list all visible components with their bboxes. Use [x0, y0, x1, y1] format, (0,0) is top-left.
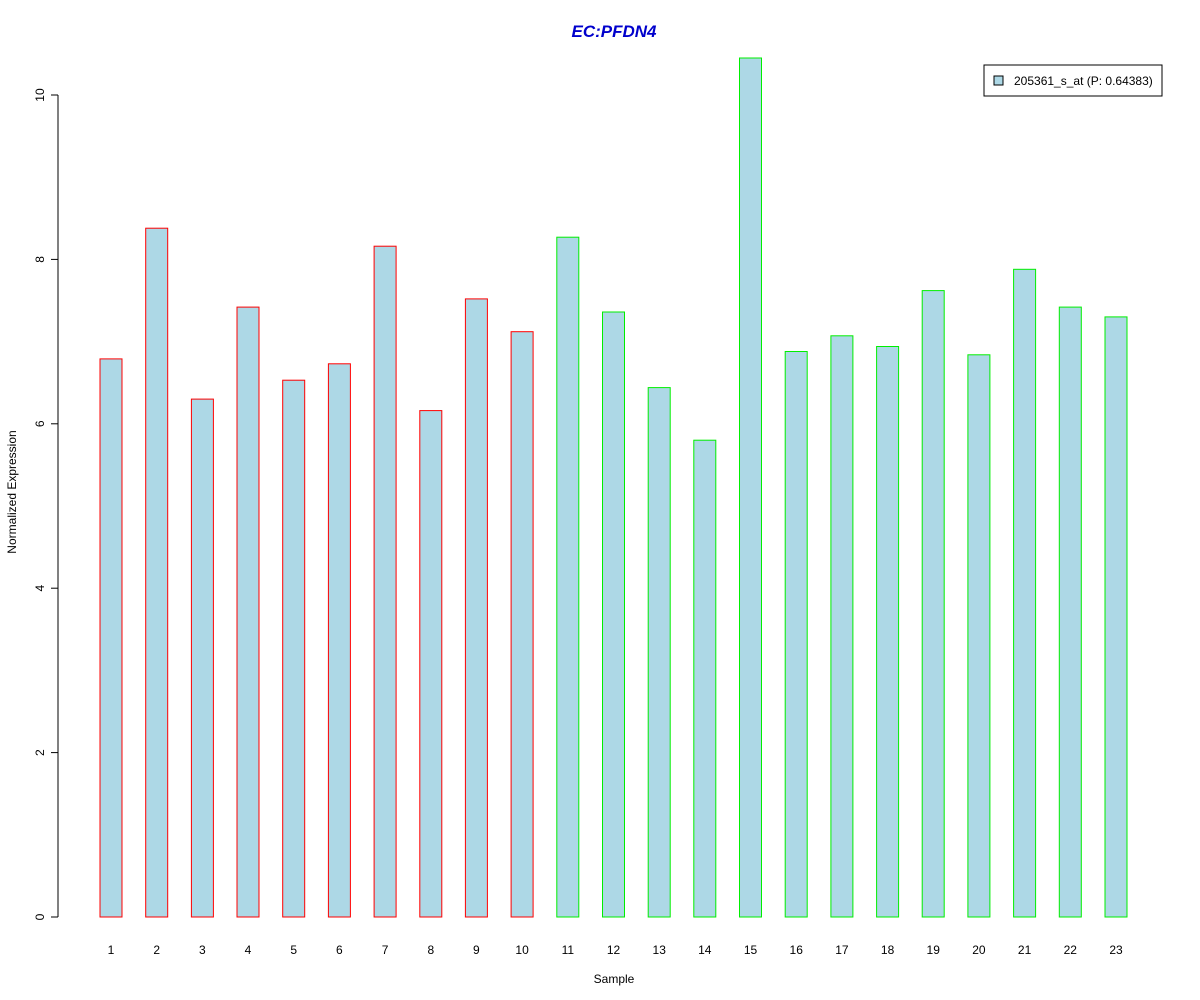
bar — [327, 363, 351, 918]
x-tick-label: 14 — [698, 943, 712, 957]
chart-title: EC:PFDN4 — [571, 22, 657, 41]
bar — [236, 306, 260, 918]
y-tick-label: 10 — [33, 88, 47, 102]
bar — [419, 410, 443, 918]
x-tick-label: 13 — [653, 943, 667, 957]
bar — [876, 346, 900, 918]
x-tick-label: 18 — [881, 943, 895, 957]
y-tick-label: 8 — [33, 256, 47, 263]
bar — [373, 245, 397, 918]
x-tick-label: 3 — [199, 943, 206, 957]
x-tick-label: 22 — [1064, 943, 1078, 957]
bar — [602, 311, 625, 918]
legend-swatch — [993, 75, 1004, 86]
y-tick-label: 6 — [33, 420, 47, 427]
x-tick-label: 2 — [153, 943, 160, 957]
bar — [145, 227, 169, 918]
x-tick-label: 16 — [790, 943, 804, 957]
bar — [1104, 316, 1128, 918]
x-tick-label: 20 — [972, 943, 986, 957]
y-tick-label: 0 — [33, 913, 47, 920]
x-tick-label: 8 — [427, 943, 434, 957]
x-tick-label: 23 — [1109, 943, 1123, 957]
bar — [1058, 306, 1082, 918]
y-tick-label: 2 — [33, 749, 47, 756]
y-tick-label: 4 — [33, 585, 47, 592]
y-axis-label: Normalized Expression — [5, 430, 19, 553]
x-tick-label: 5 — [290, 943, 297, 957]
x-tick-labels: 1 2 3 4 5 6 7 8 9 10 11 12 13 14 15 16 17 18 19 20 21 22 23 — [108, 943, 1123, 957]
bar — [784, 351, 808, 918]
bar — [190, 398, 214, 918]
x-tick-label: 17 — [835, 943, 849, 957]
x-tick-label: 21 — [1018, 943, 1032, 957]
x-tick-label: 19 — [927, 943, 941, 957]
x-axis-label: Sample — [594, 972, 635, 986]
bar — [99, 358, 123, 918]
bar — [693, 439, 717, 918]
bar — [282, 379, 306, 918]
bar — [464, 298, 488, 918]
x-tick-label: 12 — [607, 943, 621, 957]
legend: 205361_s_at (P: 0.64383) — [983, 64, 1163, 97]
bar — [967, 354, 991, 918]
bar — [1013, 268, 1037, 918]
x-tick-label: 7 — [382, 943, 389, 957]
bar — [510, 331, 534, 918]
x-tick-label: 9 — [473, 943, 480, 957]
y-axis: 0 2 4 6 8 10 — [33, 88, 59, 920]
bar — [647, 387, 671, 918]
x-tick-label: 15 — [744, 943, 758, 957]
bar — [830, 335, 854, 918]
legend-box — [983, 64, 1163, 97]
x-tick-label: 11 — [562, 943, 575, 957]
x-tick-label: 10 — [515, 943, 529, 957]
bars — [99, 57, 1128, 918]
x-tick-label: 4 — [245, 943, 252, 957]
legend-label: 205361_s_at (P: 0.64383) — [1014, 74, 1153, 88]
bar — [556, 236, 580, 918]
x-tick-label: 6 — [336, 943, 343, 957]
bar — [921, 290, 945, 918]
bar — [739, 57, 762, 918]
x-tick-label: 1 — [108, 943, 115, 957]
